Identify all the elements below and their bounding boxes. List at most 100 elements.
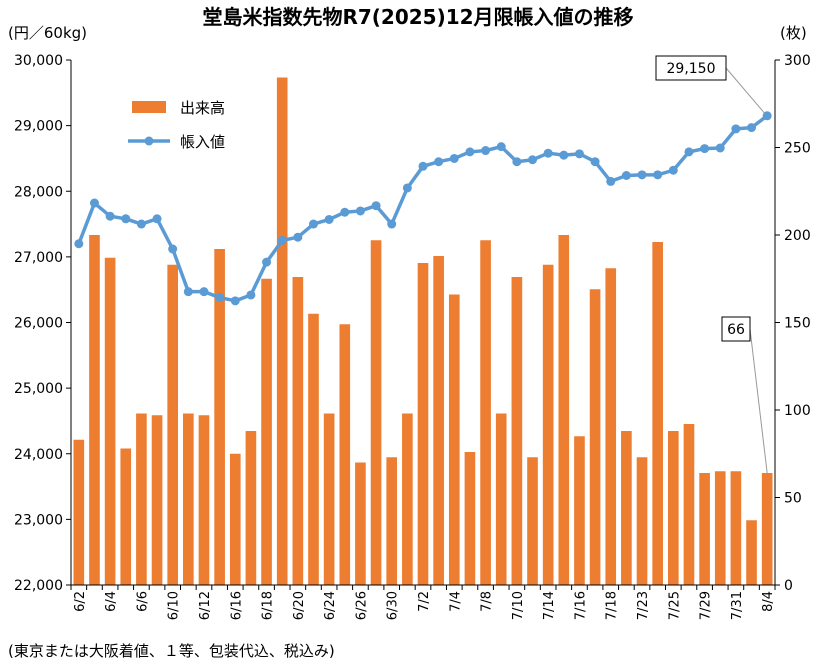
volume-bar — [542, 264, 554, 585]
price-point — [277, 235, 287, 245]
x-tick-label: 6/10 — [167, 591, 182, 620]
price-point — [668, 165, 678, 175]
volume-bar — [261, 278, 272, 585]
price-point — [449, 153, 459, 163]
volume-bar — [480, 240, 491, 585]
right-axis-ticks: 0 50 100 150 200 250 300 — [775, 53, 811, 594]
volume-bar — [402, 413, 413, 585]
volume-bar — [730, 471, 742, 585]
volume-bar — [339, 324, 351, 585]
left-tick-label: 28,000 — [14, 184, 63, 200]
price-point — [762, 111, 772, 121]
callout-last-volume-label: 66 — [727, 322, 745, 338]
volume-bar — [214, 249, 225, 585]
x-tick-label: 7/29 — [699, 591, 714, 620]
left-tick-label: 26,000 — [14, 316, 63, 332]
price-point — [246, 290, 256, 300]
price-point — [434, 157, 444, 167]
x-tick-label: 6/12 — [198, 591, 213, 620]
x-tick-label: 6/24 — [323, 591, 338, 620]
price-point — [684, 147, 694, 157]
volume-bar — [292, 277, 304, 585]
left-axis-unit: (円／60kg) — [8, 24, 87, 42]
callout-last-volume-leader — [749, 328, 768, 474]
volume-bar — [605, 268, 617, 585]
volume-bar — [574, 436, 585, 585]
volume-bar — [167, 264, 179, 585]
volume-bar — [229, 453, 241, 585]
volume-bar — [433, 256, 444, 585]
left-tick-label: 27,000 — [14, 250, 63, 266]
price-point — [590, 157, 600, 167]
price-point — [371, 201, 381, 211]
price-point — [230, 296, 240, 306]
right-tick-label: 250 — [784, 141, 811, 157]
price-point — [402, 183, 412, 193]
x-tick-label: 6/2 — [73, 591, 88, 612]
right-tick-label: 150 — [784, 316, 811, 332]
footnote: (東京または大阪着値、１等、包装代込、税込み) — [8, 642, 335, 660]
legend-line-marker — [144, 136, 154, 146]
legend-bar-swatch — [132, 101, 166, 113]
price-point — [387, 219, 397, 229]
price-point — [121, 214, 131, 224]
volume-bar — [746, 520, 757, 585]
callout-last-price: 29,150 — [655, 55, 765, 114]
x-tick-label: 7/4 — [448, 591, 463, 612]
x-tick-label: 7/25 — [667, 591, 682, 620]
price-point — [340, 207, 350, 217]
volume-bar — [714, 471, 726, 585]
left-tick-label: 24,000 — [14, 447, 63, 463]
x-tick-label: 6/18 — [261, 591, 276, 620]
volume-bar — [308, 313, 319, 585]
right-tick-label: 50 — [784, 491, 802, 507]
left-tick-label: 30,000 — [14, 53, 63, 69]
price-point — [543, 148, 553, 158]
right-tick-label: 300 — [784, 53, 811, 69]
volume-bar — [511, 277, 523, 585]
price-point — [606, 176, 616, 186]
volume-bar — [636, 457, 648, 585]
volume-bar — [183, 413, 194, 585]
price-point — [512, 157, 522, 167]
price-point — [262, 257, 272, 267]
volume-bar — [464, 452, 476, 585]
x-tick-label: 7/8 — [480, 591, 495, 612]
left-tick-label: 22,000 — [14, 578, 63, 594]
right-axis-unit: (枚) — [780, 24, 807, 42]
right-tick-label: 0 — [784, 578, 793, 594]
volume-bar — [683, 424, 695, 585]
x-tick-label: 7/10 — [511, 591, 526, 620]
volume-bar — [276, 77, 288, 585]
volume-bar — [667, 431, 679, 585]
price-point — [528, 155, 538, 165]
x-tick-label: 6/16 — [229, 591, 244, 620]
left-axis-ticks: 22,000 23,000 24,000 25,000 26,000 27,000 28,0… — [14, 53, 71, 594]
price-point — [105, 211, 115, 221]
volume-bar — [527, 457, 538, 585]
volume-bar — [558, 235, 570, 585]
price-point — [355, 206, 365, 216]
price-point — [293, 232, 303, 242]
legend: 出来高 帳入値 — [128, 99, 225, 151]
price-point — [574, 149, 584, 159]
price-point — [74, 239, 84, 249]
callout-last-price-label: 29,150 — [667, 61, 716, 77]
volume-bar — [652, 242, 663, 585]
volume-bars — [73, 77, 773, 585]
price-point — [465, 147, 475, 157]
volume-bar — [448, 294, 460, 585]
volume-bar — [417, 263, 429, 585]
left-tick-label: 29,000 — [14, 119, 63, 135]
x-tick-label: 6/6 — [135, 591, 150, 612]
callout-last-volume: 66 — [721, 316, 768, 474]
x-tick-label: 6/20 — [292, 591, 307, 620]
chart-title: 堂島米指数先物R7(2025)12月限帳入値の推移 — [202, 5, 633, 29]
x-axis-ticks: 6/2 6/4 6/6 6/10 6/12 6/16 6/18 6/20 6/24 6/26 6/3… — [70, 585, 776, 620]
price-point — [747, 123, 757, 133]
price-point — [199, 287, 209, 297]
x-tick-label: 7/23 — [636, 591, 651, 620]
price-point — [496, 142, 506, 152]
right-tick-label: 100 — [784, 403, 811, 419]
